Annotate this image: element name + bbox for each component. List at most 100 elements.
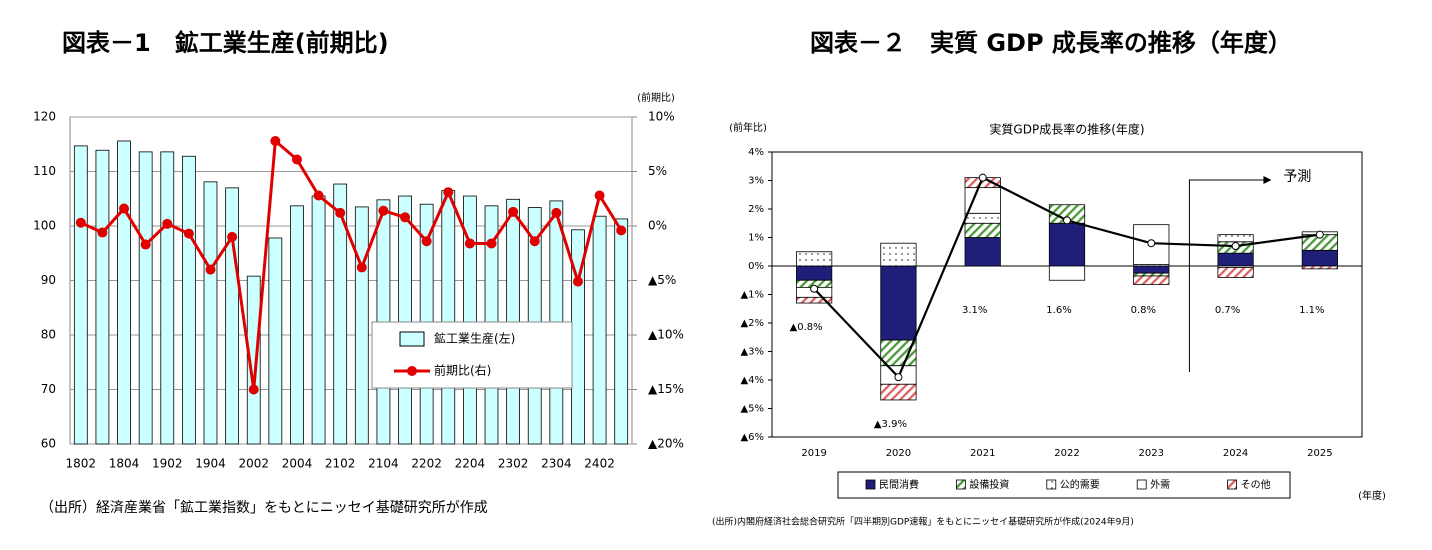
bar-segment xyxy=(880,383,917,401)
bar xyxy=(311,195,326,445)
y-tick-label: 3% xyxy=(748,176,764,187)
line-marker xyxy=(313,190,324,201)
value-label: 0.7% xyxy=(1215,305,1240,316)
y2-tick-label: 10% xyxy=(648,110,675,124)
x-tick-label: 2024 xyxy=(1223,448,1248,459)
x-tick-label: 2004 xyxy=(282,457,313,471)
x-tick-label: 2023 xyxy=(1139,448,1164,459)
x-tick-label: 2025 xyxy=(1307,448,1332,459)
plot-area xyxy=(771,151,1363,438)
x-tick-label: 1902 xyxy=(152,457,183,471)
bar-segment xyxy=(1301,249,1338,267)
bar xyxy=(354,206,369,445)
legend-swatch xyxy=(865,479,876,490)
bar-segment xyxy=(880,265,917,341)
bar xyxy=(268,237,283,445)
bar xyxy=(95,149,110,445)
bar-segment xyxy=(964,187,1001,214)
line-marker xyxy=(335,207,346,218)
y-tick-label: ▲4% xyxy=(740,375,764,386)
y2-axis-label: (前期比) xyxy=(637,91,675,104)
line-marker xyxy=(810,284,819,293)
line-marker xyxy=(378,205,389,216)
legend-swatch xyxy=(956,479,966,490)
y-tick-label: ▲6% xyxy=(740,432,764,443)
bar xyxy=(138,151,153,445)
bar xyxy=(614,218,629,445)
bar xyxy=(73,145,88,445)
line-marker xyxy=(248,384,259,395)
y-tick-label: ▲1% xyxy=(740,290,764,301)
line-marker xyxy=(486,238,497,249)
line-marker xyxy=(291,154,302,165)
x-tick-label: 2302 xyxy=(498,457,529,471)
legend-label: その他 xyxy=(1241,478,1271,491)
bar xyxy=(117,140,131,445)
y2-tick-label: 5% xyxy=(648,164,667,178)
y-tick-label: 60 xyxy=(41,437,56,451)
legend-marker xyxy=(407,366,417,376)
bar xyxy=(203,181,218,445)
x-tick-label: 2019 xyxy=(801,448,826,459)
bar xyxy=(398,195,412,445)
line-marker xyxy=(551,207,562,218)
value-label: 0.8% xyxy=(1131,305,1156,316)
y-tick-label: 70 xyxy=(41,382,56,396)
bar-segment xyxy=(1048,222,1086,267)
bar-segment xyxy=(1217,252,1254,267)
legend-swatch xyxy=(1227,479,1237,490)
y-tick-label: 100 xyxy=(33,219,56,233)
source: （出所）経済産業省「鉱工業指数」をもとにニッセイ基礎研究所が作成 xyxy=(40,499,488,516)
line-marker xyxy=(616,225,627,236)
line-marker xyxy=(978,173,987,182)
bar-segment xyxy=(964,237,1001,267)
line-marker xyxy=(1315,230,1324,239)
x-tick-label: 2304 xyxy=(541,457,572,471)
x-tick-label: 2104 xyxy=(368,457,399,471)
line-marker xyxy=(894,373,903,382)
bar xyxy=(181,155,196,445)
bar-segment xyxy=(1301,265,1338,270)
x-tick-label: 2402 xyxy=(584,457,615,471)
bar-segment xyxy=(1217,267,1254,278)
x-tick-label: 2002 xyxy=(238,457,269,471)
line-marker xyxy=(97,227,108,238)
value-label: ▲3.9% xyxy=(874,419,907,430)
line-marker xyxy=(227,231,238,242)
y2-tick-label: ▲20% xyxy=(648,437,684,451)
y-tick-label: ▲5% xyxy=(740,404,764,415)
x-tick-label: 1904 xyxy=(195,457,226,471)
line-marker xyxy=(1063,216,1071,225)
legend-label: 公的需要 xyxy=(1060,478,1100,491)
line-marker xyxy=(421,236,432,247)
bar-segment xyxy=(1133,265,1170,274)
line-marker xyxy=(270,135,281,146)
line-marker xyxy=(572,276,583,287)
forecast-arrow xyxy=(1188,179,1266,372)
legend-box xyxy=(837,471,1291,499)
legend-label: 鉱工業生産(左) xyxy=(434,331,515,346)
line-marker xyxy=(400,212,411,223)
value-label: 1.1% xyxy=(1299,305,1324,316)
x-tick-label: 2202 xyxy=(411,457,442,471)
bar xyxy=(290,205,304,445)
bar xyxy=(246,275,261,445)
y2-tick-label: 0% xyxy=(648,219,667,233)
legend-swatch xyxy=(1046,479,1057,490)
line-marker xyxy=(356,262,367,273)
y-tick-label: 110 xyxy=(33,164,56,178)
bar-segment xyxy=(880,339,917,367)
arrow-head xyxy=(1263,176,1272,184)
line-marker xyxy=(183,228,194,239)
value-label: 3.1% xyxy=(962,305,987,316)
x-tick-label: 2021 xyxy=(970,448,995,459)
bar xyxy=(592,215,607,445)
bar-segment xyxy=(796,251,833,267)
bar-segment xyxy=(880,242,917,267)
y-axis-label: (前年比) xyxy=(729,121,767,134)
x-tick-label: 2204 xyxy=(455,457,486,471)
bar xyxy=(441,190,456,445)
bar xyxy=(225,187,239,445)
bar-segment xyxy=(964,212,1001,224)
